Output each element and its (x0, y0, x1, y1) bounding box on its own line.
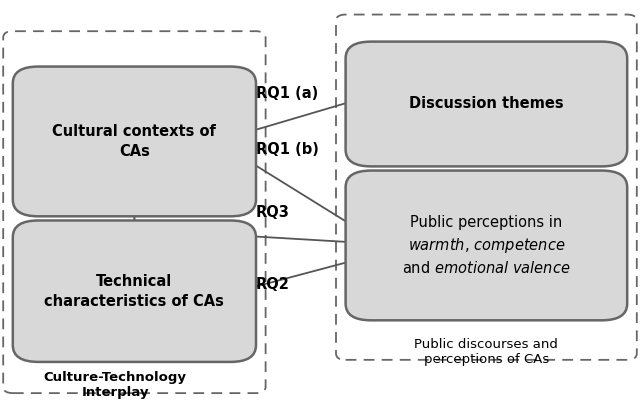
FancyBboxPatch shape (346, 171, 627, 320)
FancyBboxPatch shape (13, 220, 256, 362)
Text: RQ3: RQ3 (256, 205, 290, 220)
Text: Technical
characteristics of CAs: Technical characteristics of CAs (44, 274, 225, 309)
Text: Public discourses and
perceptions of CAs: Public discourses and perceptions of CAs (415, 337, 558, 366)
Text: Culture-Technology
Interplay: Culture-Technology Interplay (44, 371, 187, 399)
Text: Discussion themes: Discussion themes (409, 97, 564, 111)
Text: RQ2: RQ2 (256, 277, 290, 292)
Text: RQ1 (a): RQ1 (a) (256, 86, 318, 101)
FancyBboxPatch shape (13, 67, 256, 216)
Text: Public perceptions in
$\mathbf{\it{warmth}}$, $\mathbf{\it{competence}}$
and $\m: Public perceptions in $\mathbf{\it{warmt… (402, 215, 571, 276)
Text: RQ1 (b): RQ1 (b) (256, 142, 319, 157)
FancyBboxPatch shape (346, 42, 627, 166)
Text: Cultural contexts of
CAs: Cultural contexts of CAs (52, 124, 216, 159)
